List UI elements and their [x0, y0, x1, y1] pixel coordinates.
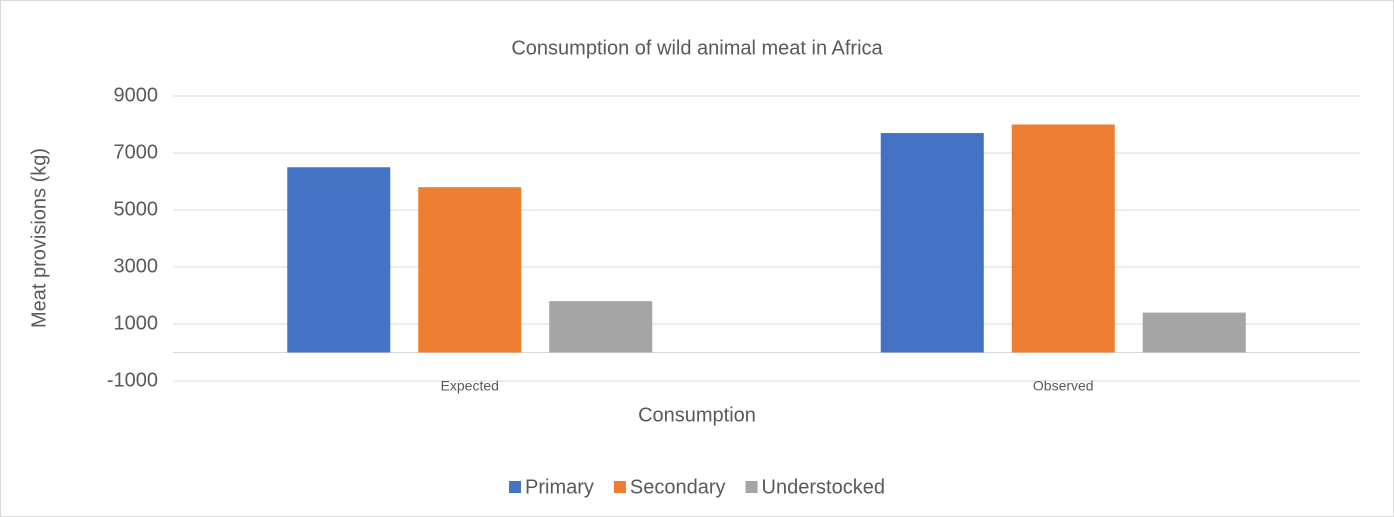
- bar: [418, 187, 522, 353]
- y-tick-label: 1000: [114, 312, 159, 334]
- bar: [1142, 312, 1246, 353]
- bar: [287, 167, 391, 353]
- x-tick-label: Observed: [1033, 378, 1094, 394]
- legend-swatch: [613, 481, 626, 493]
- y-tick-label: 3000: [114, 255, 159, 277]
- y-tick-label: 7000: [114, 141, 159, 163]
- bar: [880, 133, 984, 353]
- chart-title: Consumption of wild animal meat in Afric…: [511, 37, 883, 59]
- legend-label: Primary: [525, 476, 594, 498]
- legend-swatch: [509, 481, 522, 493]
- bar: [1011, 124, 1115, 353]
- y-tick-label: -1000: [107, 369, 158, 391]
- legend-label: Understocked: [762, 476, 885, 498]
- x-axis-title: Consumption: [638, 404, 756, 426]
- y-axis-title: Meat provisions (kg): [28, 148, 50, 328]
- x-tick-label: Expected: [441, 378, 499, 394]
- y-tick-label: 9000: [114, 84, 159, 106]
- legend-swatch: [745, 481, 758, 493]
- legend-label: Secondary: [630, 476, 726, 498]
- y-tick-label: 5000: [114, 198, 159, 220]
- bar: [549, 301, 653, 353]
